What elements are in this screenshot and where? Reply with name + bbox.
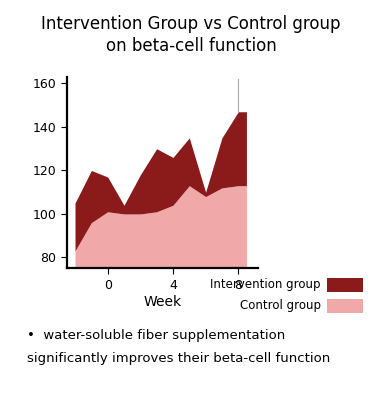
FancyBboxPatch shape	[327, 278, 363, 292]
Text: Intervention group: Intervention group	[210, 278, 321, 292]
Text: •  water-soluble fiber supplementation: • water-soluble fiber supplementation	[27, 329, 285, 342]
FancyBboxPatch shape	[327, 299, 363, 313]
Text: on beta-cell function: on beta-cell function	[106, 37, 276, 55]
Text: significantly improves their beta-cell function: significantly improves their beta-cell f…	[27, 352, 330, 364]
X-axis label: Week: Week	[143, 295, 181, 309]
Text: Intervention Group vs Control group: Intervention Group vs Control group	[41, 15, 341, 32]
Text: Control group: Control group	[240, 299, 321, 312]
